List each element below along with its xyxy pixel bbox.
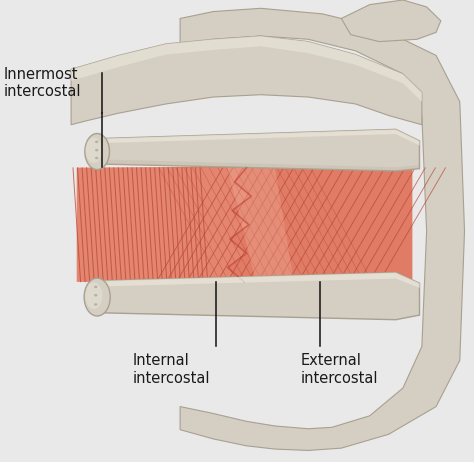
Polygon shape xyxy=(71,36,422,125)
Ellipse shape xyxy=(95,149,99,152)
Ellipse shape xyxy=(85,134,109,170)
Polygon shape xyxy=(77,165,412,284)
Ellipse shape xyxy=(95,140,99,143)
Polygon shape xyxy=(77,168,251,282)
Ellipse shape xyxy=(94,286,98,288)
Ellipse shape xyxy=(94,303,98,306)
Ellipse shape xyxy=(94,294,98,297)
Polygon shape xyxy=(100,273,419,288)
Ellipse shape xyxy=(85,138,102,163)
Text: External
intercostal: External intercostal xyxy=(301,353,379,386)
Ellipse shape xyxy=(95,157,99,159)
Ellipse shape xyxy=(84,278,110,316)
Polygon shape xyxy=(100,273,419,320)
Ellipse shape xyxy=(85,282,102,309)
Text: Internal
intercostal: Internal intercostal xyxy=(133,353,210,386)
Polygon shape xyxy=(71,36,422,102)
Polygon shape xyxy=(180,8,465,450)
Polygon shape xyxy=(341,0,441,42)
Text: Innermost
intercostal: Innermost intercostal xyxy=(4,67,82,99)
Polygon shape xyxy=(228,168,294,282)
Polygon shape xyxy=(100,129,419,146)
Polygon shape xyxy=(100,159,419,171)
Polygon shape xyxy=(100,129,419,171)
